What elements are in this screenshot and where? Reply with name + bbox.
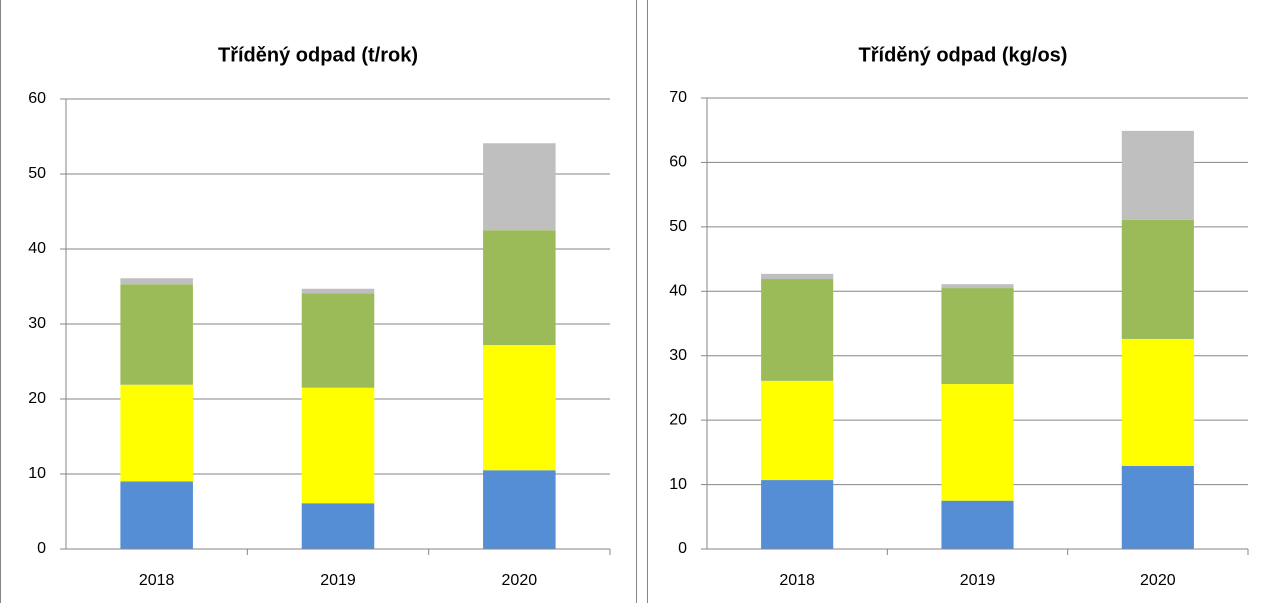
chart-title: Tříděný odpad (kg/os)	[859, 44, 1068, 66]
bar-segment	[941, 288, 1014, 385]
bar-segment	[483, 230, 556, 345]
bar-segment	[483, 143, 556, 231]
x-tick-label: 2020	[502, 572, 538, 589]
bar-segment	[301, 387, 375, 504]
bar-segment	[483, 470, 556, 549]
bar-segment	[761, 380, 834, 481]
bar-segment	[301, 288, 375, 294]
panel-border	[0, 0, 637, 603]
bar-segment	[120, 384, 193, 482]
bar-segment	[120, 278, 193, 285]
bar-segment	[941, 384, 1014, 501]
bar-segment	[483, 345, 556, 471]
bar-segment	[120, 481, 193, 549]
x-tick-label: 2020	[1140, 572, 1176, 589]
chart-title: Tříděný odpad (t/rok)	[218, 44, 418, 66]
bar-segment	[1121, 465, 1194, 549]
y-tick-label: 50	[669, 218, 687, 235]
y-tick-label: 20	[669, 411, 687, 428]
bar-segment	[941, 284, 1014, 289]
bar-segment	[941, 500, 1014, 549]
y-tick-label: 50	[28, 165, 46, 182]
bar-segment	[761, 273, 834, 280]
bar-segment	[1121, 219, 1194, 339]
bar-segment	[301, 503, 375, 549]
panel-border	[647, 0, 648, 603]
y-tick-label: 30	[28, 315, 46, 332]
y-tick-label: 0	[37, 540, 46, 557]
bar-segment	[761, 480, 834, 549]
y-tick-label: 20	[28, 390, 46, 407]
bar-segment	[1121, 338, 1194, 466]
bar-segment	[1121, 130, 1194, 220]
bar-segment	[120, 284, 193, 385]
y-tick-label: 0	[678, 540, 687, 557]
x-tick-label: 2018	[139, 572, 175, 589]
bar-segment	[301, 293, 375, 388]
x-tick-label: 2019	[320, 572, 356, 589]
y-tick-label: 10	[28, 465, 46, 482]
y-tick-label: 40	[669, 283, 687, 300]
x-tick-label: 2018	[779, 572, 815, 589]
y-tick-label: 60	[669, 154, 687, 171]
y-tick-label: 70	[669, 89, 687, 106]
y-tick-label: 30	[669, 347, 687, 364]
y-tick-label: 10	[669, 476, 687, 493]
x-tick-label: 2019	[960, 572, 996, 589]
bar-segment	[761, 279, 834, 381]
y-tick-label: 40	[28, 240, 46, 257]
y-tick-label: 60	[28, 90, 46, 107]
